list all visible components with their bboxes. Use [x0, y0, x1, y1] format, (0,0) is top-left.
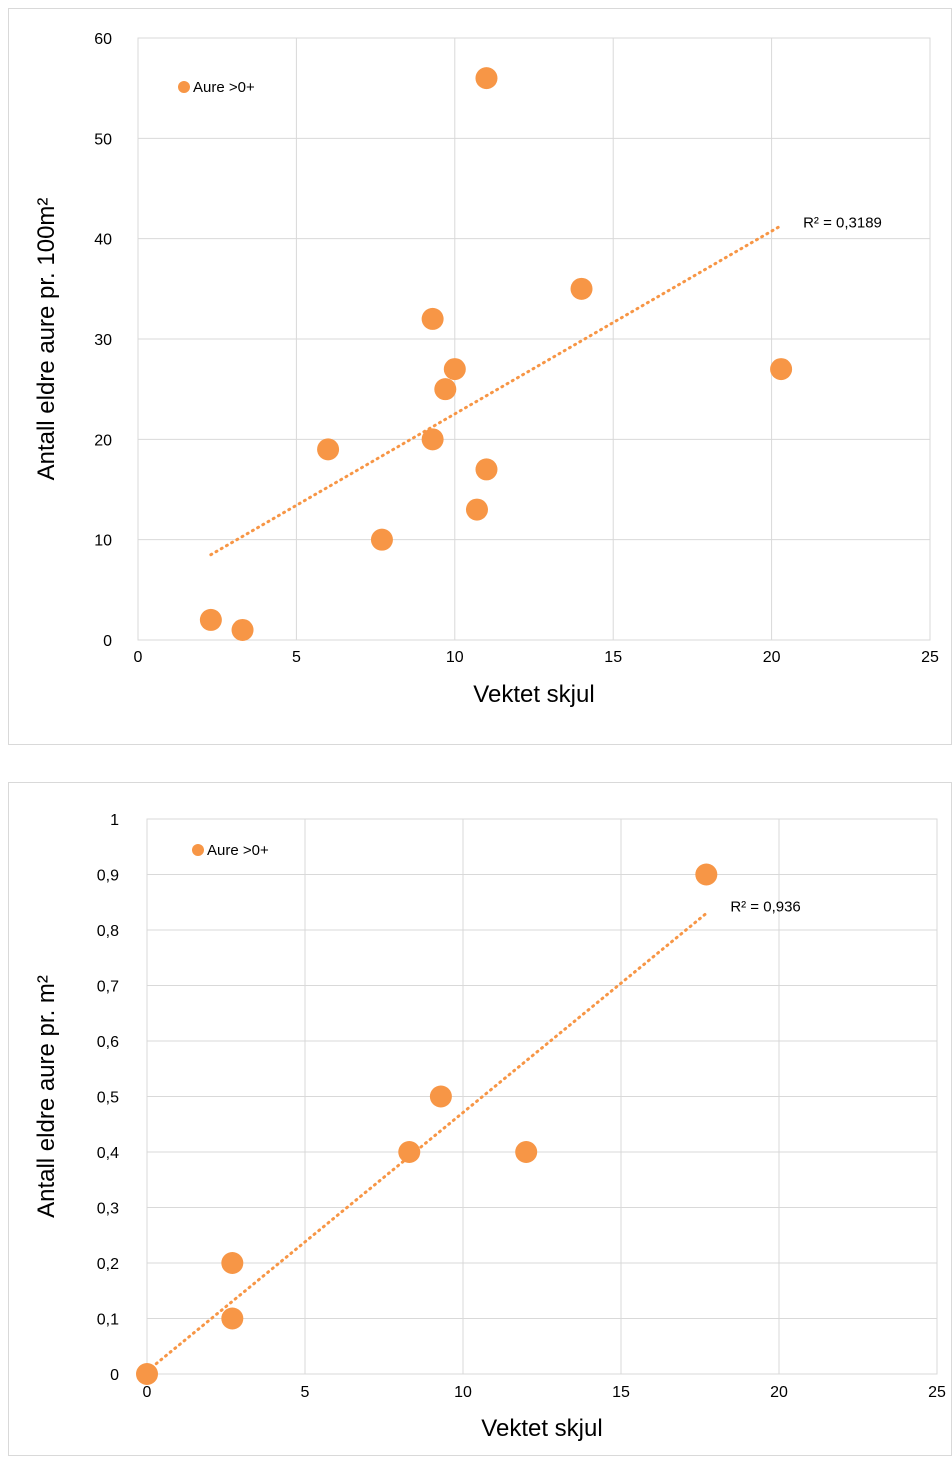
- plot-area: [146, 818, 938, 1375]
- y-tick-label: 0: [110, 1367, 119, 1384]
- data-point: [421, 307, 444, 330]
- x-tick-label: 10: [446, 649, 464, 666]
- y-tick-label: 10: [94, 533, 112, 550]
- x-tick-label: 20: [763, 649, 781, 666]
- data-point: [398, 1141, 421, 1163]
- data-point: [515, 1141, 538, 1163]
- data-point: [221, 1307, 244, 1330]
- trendline: [209, 224, 783, 557]
- data-point: [199, 608, 222, 631]
- legend-marker: [178, 81, 190, 93]
- legend-label: Aure >0+: [193, 79, 255, 96]
- y-tick-label: 0,4: [97, 1145, 119, 1162]
- data-point: [770, 358, 793, 381]
- y-tick-label: 30: [94, 332, 112, 349]
- y-tick-label: 40: [94, 232, 112, 249]
- data-point: [370, 528, 393, 551]
- x-tick-label: 10: [454, 1384, 472, 1401]
- y-tick-label: 0,2: [97, 1256, 119, 1273]
- legend-label: Aure >0+: [207, 842, 269, 859]
- chart-2-frame: 0 5 10 15 20 25 0 0,1 0,2 0,3 0,4 0,5 0,6 0,7 0,8 0,9 1 V…: [8, 782, 952, 1456]
- x-axis-title: Vektet skjul: [473, 681, 594, 708]
- x-tick-label: 20: [770, 1384, 788, 1401]
- r-squared-label: R² = 0,3189: [803, 215, 882, 232]
- chart-2-svg: 0 5 10 15 20 25 0 0,1 0,2 0,3 0,4 0,5 0,6 0,7 0,8 0,9 1 V…: [33, 812, 946, 1442]
- data-point: [434, 378, 457, 401]
- data-point: [465, 498, 488, 521]
- data-point: [429, 1085, 452, 1108]
- y-tick-label: 0,6: [97, 1034, 119, 1051]
- trendline: [145, 911, 708, 1373]
- x-tick-label: 25: [928, 1384, 946, 1401]
- x-tick-label: 15: [604, 649, 622, 666]
- y-tick-label: 50: [94, 131, 112, 148]
- x-tick-label: 0: [143, 1384, 152, 1401]
- y-tick-label: 0,7: [97, 979, 119, 996]
- y-tick-label: 60: [94, 31, 112, 48]
- x-tick-label: 0: [134, 649, 143, 666]
- data-point: [475, 67, 498, 90]
- y-tick-label: 0,8: [97, 923, 119, 940]
- y-tick-label: 20: [94, 432, 112, 449]
- data-point: [570, 277, 593, 300]
- y-tick-label: 0,5: [97, 1090, 119, 1107]
- x-tick-label: 25: [921, 649, 939, 666]
- chart-1-frame: 0 5 10 15 20 25 0 10 20 30 40 50 60 Vektet skjul Antal…: [8, 8, 952, 745]
- data-point: [695, 863, 718, 886]
- y-tick-label: 1: [110, 812, 119, 829]
- data-point: [421, 428, 444, 451]
- y-tick-label: 0,1: [97, 1312, 119, 1329]
- y-axis-title: Antall eldre aure pr. m²: [33, 975, 60, 1218]
- x-tick-label: 5: [301, 1384, 310, 1401]
- x-tick-label: 15: [612, 1384, 630, 1401]
- legend-marker: [192, 844, 204, 856]
- chart-1-svg: 0 5 10 15 20 25 0 10 20 30 40 50 60 Vektet skjul Antal…: [33, 31, 939, 708]
- y-tick-label: 0,3: [97, 1201, 119, 1218]
- plot-area: [137, 37, 931, 641]
- y-tick-label: 0: [103, 633, 112, 650]
- data-point: [475, 458, 498, 481]
- x-axis-title: Vektet skjul: [481, 1415, 602, 1442]
- data-point: [231, 618, 254, 641]
- r-squared-label: R² = 0,936: [730, 898, 800, 915]
- data-point: [443, 358, 466, 381]
- x-tick-label: 5: [292, 649, 301, 666]
- y-axis-title: Antall eldre aure pr. 100m²: [33, 198, 60, 481]
- data-point: [136, 1363, 158, 1385]
- data-point: [221, 1252, 244, 1274]
- data-point: [317, 438, 340, 461]
- y-tick-label: 0,9: [97, 868, 119, 885]
